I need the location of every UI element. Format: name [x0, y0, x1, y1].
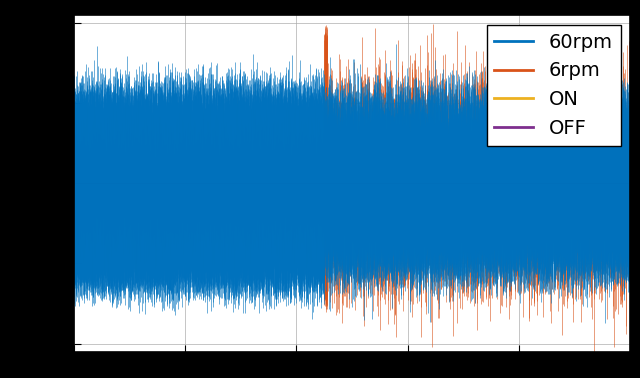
Legend: 60rpm, 6rpm, ON, OFF: 60rpm, 6rpm, ON, OFF: [486, 25, 621, 146]
